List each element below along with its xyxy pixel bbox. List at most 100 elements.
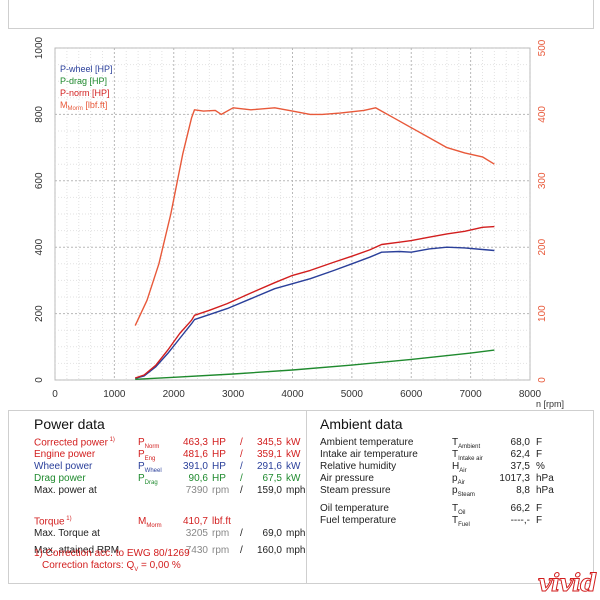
ambient-label: Ambient temperature (320, 437, 414, 448)
ambient-row: Steam pressure pSteam 8,8 hPa (320, 485, 590, 498)
footnote-correction: 1) Correction acc. to EWG 80/1269 (34, 548, 190, 559)
x-tick-label: 7000 (460, 389, 483, 400)
power-unit: rpm (212, 485, 230, 496)
power-unit2: kW (286, 461, 301, 472)
power-value2: 359,1 (256, 449, 282, 460)
ambient-unit: F (536, 503, 543, 514)
ambient-row: Fuel temperature TFuel ----,- F (320, 515, 590, 528)
power-unit2: kW (286, 473, 301, 484)
power-separator: / (240, 485, 243, 496)
power-row: Engine power PEng 481,6 HP / 359,1 kW (34, 449, 304, 462)
ambient-value: 37,5 (510, 461, 530, 472)
power-unit: HP (212, 473, 226, 484)
power-unit: rpm (212, 528, 230, 539)
ambient-row: Air pressure pAir 1017,3 hPa (320, 473, 590, 486)
footnote-marker: 1) (64, 516, 72, 522)
brand-logo: vivid (538, 568, 598, 598)
y-right-tick-label: 500 (537, 39, 548, 56)
legend-entry: MMorm [lbf.ft] (60, 100, 107, 112)
power-value: 90,6 (188, 473, 208, 484)
ambient-row: Relative humidity HAir 37,5% (320, 461, 590, 474)
x-tick-label: 6000 (400, 389, 423, 400)
y-left-tick-label: 600 (34, 172, 45, 189)
ambient-label: Intake air temperature (320, 449, 418, 460)
legend-entry: P-drag [HP] (60, 76, 107, 86)
y-left-tick-label: 200 (34, 305, 45, 322)
power-row: Max. Torque at 3205 rpm / 69,0 mph (34, 528, 306, 540)
ambient-symbol: pAir (452, 473, 465, 486)
power-unit: rpm (212, 545, 230, 556)
power-label: Max. Torque at (34, 528, 100, 539)
power-symbol: PWheel (138, 461, 162, 474)
ambient-value: 1017,3 (499, 473, 530, 484)
power-table: Corrected power 1) PNorm 463,3 HP/345,5 kW En… (34, 437, 306, 557)
ambient-value: 68,0 (510, 437, 530, 448)
legend-entry: P-norm [HP] (60, 88, 110, 98)
power-value: 391,0 (182, 461, 208, 472)
power-label: Wheel power (34, 461, 93, 472)
ambient-unit: F (536, 449, 543, 460)
x-tick-label: 5000 (341, 389, 364, 400)
x-tick-label: 3000 (222, 389, 245, 400)
ambient-symbol: pSteam (452, 485, 475, 498)
power-unit2: mph (286, 545, 306, 556)
ambient-row: Ambient temperature TAmbient 68,0 F (320, 437, 590, 450)
power-value: 7430 (185, 545, 208, 556)
power-symbol: PNorm (138, 437, 160, 450)
footnote-marker: 1) (107, 437, 115, 443)
x-tick-label: 1000 (103, 389, 126, 400)
power-value2: 159,0 (256, 485, 282, 496)
y-right-tick-label: 400 (537, 106, 548, 123)
ambient-row: Intake air temperature TIntake air 62,4 F (320, 449, 590, 462)
power-label: Drag power (34, 473, 86, 484)
power-row: Wheel power PWheel 391,0 HP / 291,6 kW (34, 461, 304, 474)
legend-entry: P-wheel [HP] (60, 64, 113, 74)
power-value: 3205 (185, 528, 208, 539)
ambient-symbol: TFuel (452, 515, 470, 528)
power-unit2: mph (286, 485, 306, 496)
power-separator: / (240, 437, 243, 448)
power-separator: / (240, 449, 243, 460)
power-separator: / (240, 545, 243, 556)
power-value: 410,7 (182, 516, 208, 527)
ambient-label: Fuel temperature (320, 515, 397, 526)
ambient-symbol: TOil (452, 503, 466, 516)
ambient-data-title: Ambient data (320, 416, 403, 432)
y-left-tick-label: 800 (34, 106, 45, 123)
power-separator: / (240, 528, 243, 539)
x-tick-label: 4000 (281, 389, 304, 400)
series-line-p-wheel (135, 246, 495, 379)
ambient-table: Ambient temperature TAmbient 68,0 F Intake a… (320, 437, 590, 537)
power-value2: 67,5 (262, 473, 282, 484)
x-tick-label: 0 (52, 389, 58, 400)
y-left-tick-label: 0 (34, 377, 45, 383)
ambient-label: Steam pressure (320, 485, 391, 496)
ambient-unit: hPa (536, 473, 554, 484)
power-unit2: kW (286, 437, 301, 448)
ambient-value: ----,- (510, 515, 530, 526)
power-label: Max. attained RPM (34, 545, 120, 556)
ambient-label: Oil temperature (320, 503, 389, 514)
power-unit: HP (212, 449, 226, 460)
y-right-tick-label: 0 (537, 377, 548, 383)
power-label: Engine power (34, 449, 96, 460)
x-axis-label: n [rpm] (536, 399, 564, 409)
ambient-unit: F (536, 437, 543, 448)
power-label: Torque 1) (34, 516, 72, 528)
power-unit: HP (212, 461, 226, 472)
ambient-symbol: HAir (452, 461, 467, 474)
ambient-unit: hPa (536, 485, 554, 496)
series-line-m_morm (134, 107, 495, 326)
ambient-row: Oil temperature TOil 66,2 F (320, 503, 590, 516)
power-symbol: PEng (138, 449, 156, 462)
power-separator: / (240, 473, 243, 484)
power-value: 7390 (185, 485, 208, 496)
ambient-unit: F (536, 515, 543, 526)
power-unit2: mph (286, 528, 306, 539)
power-row: Drag power PDrag 90,6 HP / 67,5 kW (34, 473, 304, 486)
y-right-tick-label: 200 (537, 238, 548, 255)
power-value: 481,6 (182, 449, 208, 460)
power-label: Max. power at (34, 485, 97, 496)
power-row: Max. attained RPM 7430 rpm / 160,0 mph (34, 545, 306, 557)
